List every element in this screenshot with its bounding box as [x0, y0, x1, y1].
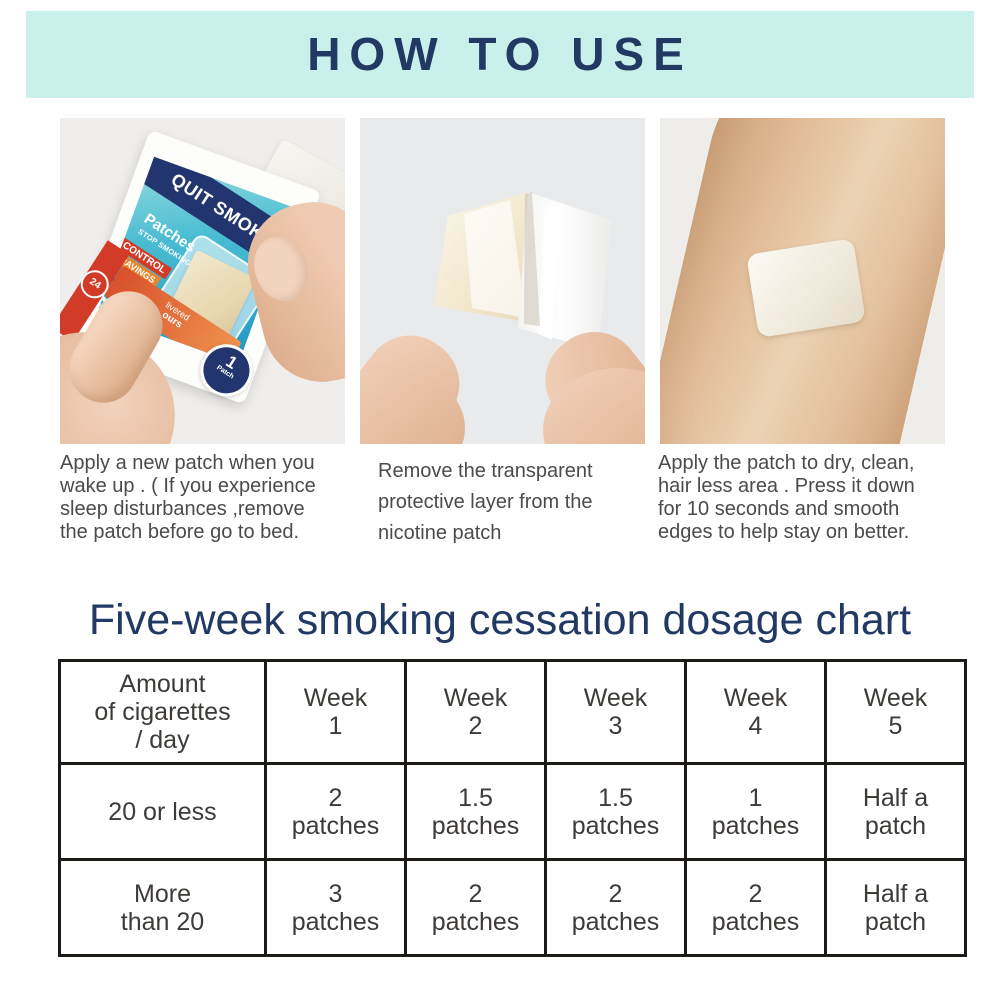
cell-amount-20-or-less: 20 or less	[58, 762, 267, 861]
cell-r1-week4: 1 patches	[684, 762, 827, 861]
fold-spine	[524, 192, 540, 326]
peeling-scene	[360, 192, 645, 444]
step2-caption: Remove the transparent protective layer …	[378, 460, 593, 544]
cell-r2-week4: 2 patches	[684, 858, 827, 957]
col-header-week2: Week 2	[404, 659, 547, 765]
liner-sheen	[538, 203, 560, 340]
col-header-week1: Week 1	[264, 659, 407, 765]
right-hand	[543, 368, 645, 444]
col-header-week5: Week 5	[824, 659, 967, 765]
banner-title: HOW TO USE	[307, 28, 693, 80]
dosage-chart-title: Five-week smoking cessation dosage chart	[88, 596, 912, 644]
dosage-row-20-or-less: 20 or less 2 patches 1.5 patches 1.5 pat…	[58, 762, 967, 861]
cell-r2-week5: Half a patch	[824, 858, 967, 957]
step3-photo	[660, 118, 945, 444]
left-hand	[360, 368, 465, 444]
step1-photo: QUIT SMOKING Patches STOP SMOKING AID CO…	[60, 118, 345, 444]
col-header-week3: Week 3	[544, 659, 687, 765]
cell-amount-more-than-20: More than 20	[58, 858, 267, 957]
cell-r1-week3: 1.5 patches	[544, 762, 687, 861]
applied-patch	[746, 238, 866, 338]
step1-caption: Apply a new patch when you wake up . ( I…	[60, 452, 316, 543]
dosage-row-more-than-20: More than 20 3 patches 2 patches 2 patch…	[58, 858, 967, 957]
cell-r1-week5: Half a patch	[824, 762, 967, 861]
col-header-amount: Amount of cigarettes / day	[58, 659, 267, 765]
cell-r1-week2: 1.5 patches	[404, 762, 547, 861]
cell-r2-week3: 2 patches	[544, 858, 687, 957]
dosage-header-row: Amount of cigarettes / day Week 1 Week 2…	[58, 659, 967, 765]
cell-r2-week2: 2 patches	[404, 858, 547, 957]
step3-caption: Apply the patch to dry, clean, hair less…	[658, 452, 915, 543]
cell-r1-week1: 2 patches	[264, 762, 407, 861]
dosage-table: Amount of cigarettes / day Week 1 Week 2…	[58, 659, 967, 957]
cell-r2-week1: 3 patches	[264, 858, 407, 957]
col-header-week4: Week 4	[684, 659, 827, 765]
howto-banner: HOW TO USE	[26, 11, 974, 98]
patch-highlight	[464, 200, 526, 318]
step2-photo	[360, 118, 645, 444]
